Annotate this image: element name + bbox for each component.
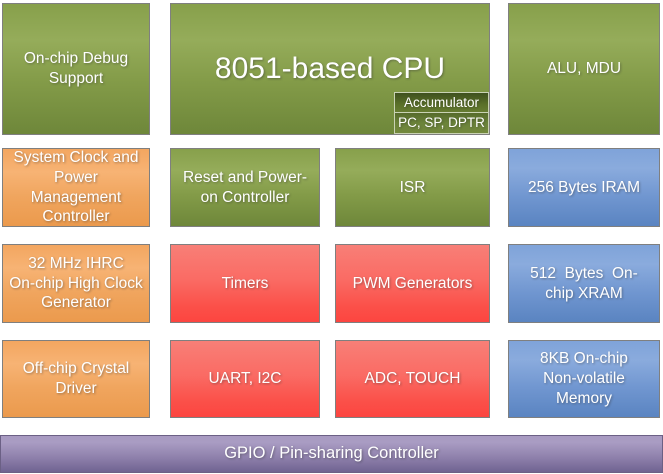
block-512-bytes-on-chip-xram: 512 Bytes On- chip XRAM <box>508 244 660 323</box>
block-gpio-pin-sharing-controller: GPIO / Pin-sharing Controller <box>0 435 663 473</box>
block-label: ALU, MDU <box>546 60 622 78</box>
block-32mhz-ihrc-clock-generator: 32 MHz IHRC On-chip High Clock Generator <box>2 244 150 323</box>
block-on-chip-debug-support: On-chip Debug Support <box>2 3 150 135</box>
block-system-clock-power-management: System Clock and Power Management Contro… <box>2 148 150 227</box>
block-label: 8KB On-chip Non-volatile Memory <box>540 350 628 407</box>
registers-row: PC, SP, DPTR <box>395 113 488 133</box>
block-isr: ISR <box>335 148 490 227</box>
block-adc-touch: ADC, TOUCH <box>335 340 490 418</box>
block-label: 32 MHz IHRC On-chip High Clock Generator <box>9 254 143 312</box>
block-pwm-generators: PWM Generators <box>335 244 490 323</box>
block-8051-cpu: 8051-based CPU Accumulator PC, SP, DPTR <box>170 3 490 135</box>
block-label: 256 Bytes IRAM <box>528 178 640 196</box>
block-alu-mdu: ALU, MDU <box>508 3 660 135</box>
block-label: On-chip Debug Support <box>23 50 129 87</box>
accumulator-label: Accumulator <box>403 94 480 110</box>
block-uart-i2c: UART, I2C <box>170 340 320 418</box>
block-label: Off-chip Crystal Driver <box>22 360 130 397</box>
block-label: GPIO / Pin-sharing Controller <box>224 444 439 463</box>
block-reset-power-on-controller: Reset and Power- on Controller <box>170 148 320 227</box>
block-label: ADC, TOUCH <box>364 370 461 388</box>
block-label: Timers <box>221 274 269 292</box>
block-label: System Clock and Power Management Contro… <box>13 148 139 226</box>
block-8kb-non-volatile-memory: 8KB On-chip Non-volatile Memory <box>508 340 660 418</box>
block-label: PWM Generators <box>352 274 473 292</box>
registers-label: PC, SP, DPTR <box>398 115 485 131</box>
block-label: 512 Bytes On- chip XRAM <box>530 264 638 302</box>
block-accumulator-registers: Accumulator PC, SP, DPTR <box>394 92 489 134</box>
block-256-bytes-iram: 256 Bytes IRAM <box>508 148 660 227</box>
block-label: Reset and Power- on Controller <box>182 168 308 206</box>
block-label: 8051-based CPU <box>214 51 446 85</box>
accumulator-row: Accumulator <box>395 93 488 113</box>
block-timers: Timers <box>170 244 320 323</box>
block-label: UART, I2C <box>208 370 282 388</box>
block-off-chip-crystal-driver: Off-chip Crystal Driver <box>2 340 150 418</box>
block-label: ISR <box>399 178 426 196</box>
